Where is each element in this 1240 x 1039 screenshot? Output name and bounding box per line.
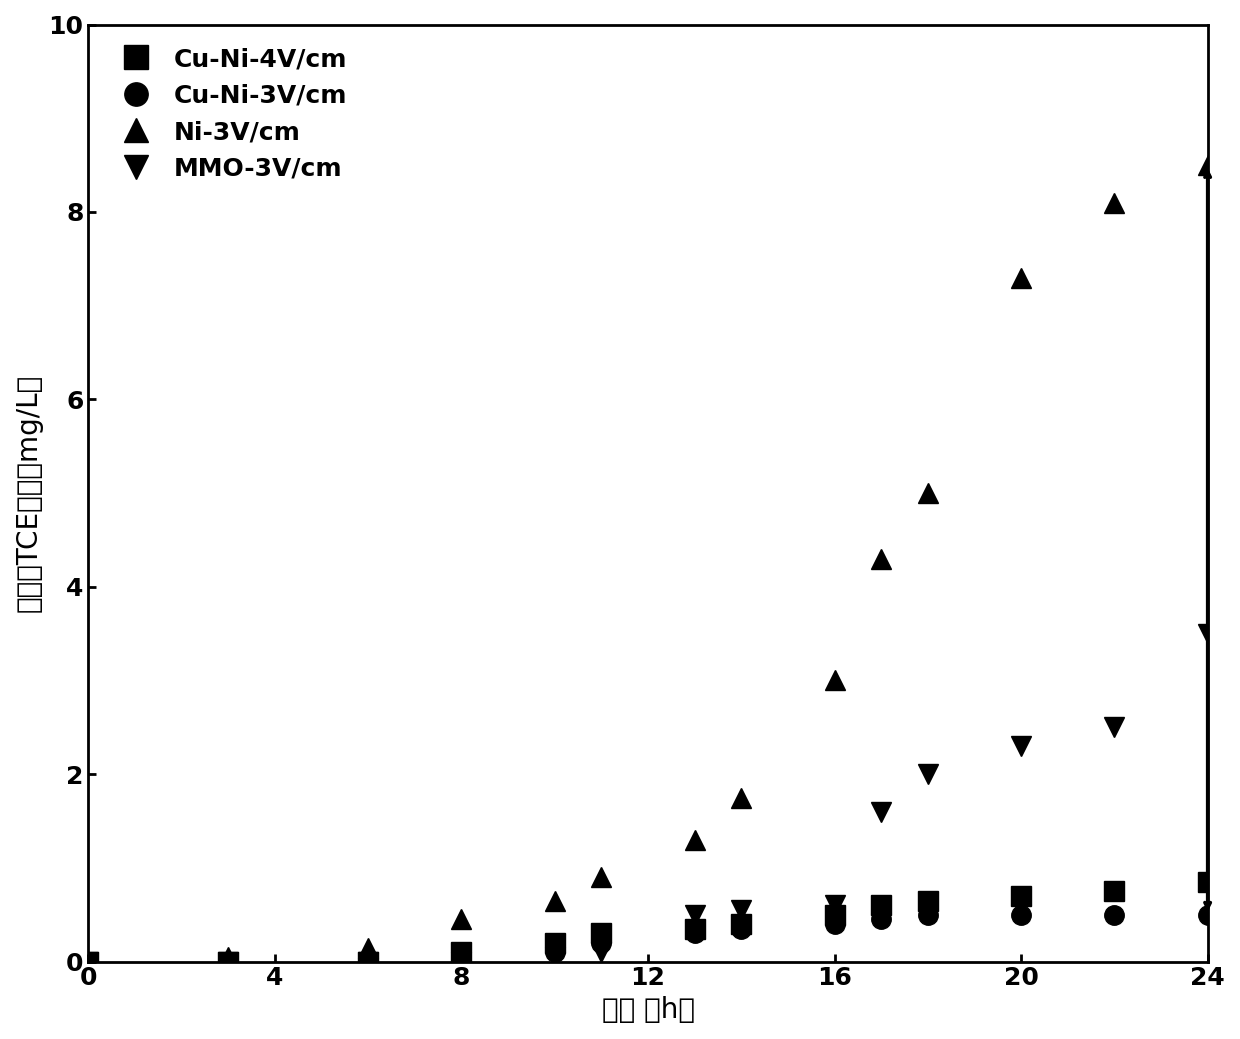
Ni-3V/cm [920,487,935,500]
Cu-Ni-4V/cm [920,895,935,907]
Cu-Ni-4V/cm [81,955,95,967]
Cu-Ni-3V/cm [1107,908,1122,921]
Line: Cu-Ni-3V/cm: Cu-Ni-3V/cm [78,905,1218,971]
Cu-Ni-3V/cm [920,908,935,921]
Cu-Ni-4V/cm [1107,885,1122,898]
Cu-Ni-3V/cm [1200,908,1215,921]
Ni-3V/cm [827,674,842,687]
Ni-3V/cm [874,553,889,565]
Ni-3V/cm [594,871,609,883]
Cu-Ni-3V/cm [361,955,376,967]
X-axis label: 时间 （h）: 时间 （h） [601,996,694,1024]
Cu-Ni-4V/cm [361,955,376,967]
MMO-3V/cm [1013,740,1028,752]
Legend: Cu-Ni-4V/cm, Cu-Ni-3V/cm, Ni-3V/cm, MMO-3V/cm: Cu-Ni-4V/cm, Cu-Ni-3V/cm, Ni-3V/cm, MMO-… [100,37,357,190]
MMO-3V/cm [594,945,609,958]
MMO-3V/cm [454,955,469,967]
Ni-3V/cm [81,955,95,967]
MMO-3V/cm [1200,628,1215,640]
MMO-3V/cm [547,951,562,963]
Line: Cu-Ni-4V/cm: Cu-Ni-4V/cm [78,872,1218,971]
Cu-Ni-4V/cm [547,936,562,949]
Cu-Ni-4V/cm [221,955,236,967]
Ni-3V/cm [361,941,376,954]
MMO-3V/cm [874,805,889,818]
Ni-3V/cm [1013,271,1028,284]
Cu-Ni-4V/cm [1013,889,1028,902]
Cu-Ni-3V/cm [687,927,702,939]
Cu-Ni-3V/cm [454,951,469,963]
MMO-3V/cm [687,908,702,921]
Ni-3V/cm [454,913,469,926]
MMO-3V/cm [734,904,749,916]
Cu-Ni-4V/cm [687,923,702,935]
Cu-Ni-3V/cm [221,955,236,967]
Cu-Ni-4V/cm [454,945,469,958]
MMO-3V/cm [361,955,376,967]
Cu-Ni-3V/cm [594,936,609,949]
Cu-Ni-3V/cm [1013,908,1028,921]
Cu-Ni-3V/cm [547,945,562,958]
Ni-3V/cm [547,895,562,907]
Ni-3V/cm [734,792,749,804]
Ni-3V/cm [1107,196,1122,209]
Cu-Ni-4V/cm [734,917,749,930]
Y-axis label: 阴极室TCE浓度（mg/L）: 阴极室TCE浓度（mg/L） [15,374,43,612]
Cu-Ni-4V/cm [827,908,842,921]
MMO-3V/cm [221,955,236,967]
Cu-Ni-3V/cm [81,955,95,967]
MMO-3V/cm [81,955,95,967]
MMO-3V/cm [827,899,842,911]
Cu-Ni-4V/cm [594,927,609,939]
MMO-3V/cm [1107,721,1122,734]
Ni-3V/cm [1200,159,1215,171]
Cu-Ni-3V/cm [827,917,842,930]
Line: Ni-3V/cm: Ni-3V/cm [78,156,1218,971]
Cu-Ni-4V/cm [1200,876,1215,888]
Line: MMO-3V/cm: MMO-3V/cm [78,623,1218,971]
Cu-Ni-3V/cm [734,923,749,935]
MMO-3V/cm [920,768,935,780]
Cu-Ni-3V/cm [874,913,889,926]
Ni-3V/cm [221,951,236,963]
Ni-3V/cm [687,833,702,846]
Cu-Ni-4V/cm [874,899,889,911]
